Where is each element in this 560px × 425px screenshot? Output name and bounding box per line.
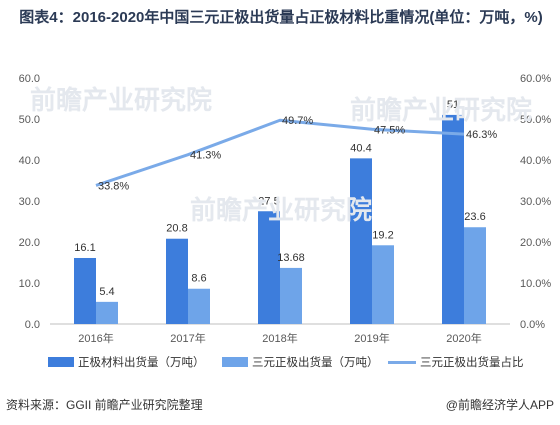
y-tick-label: 40.0 bbox=[19, 155, 40, 167]
data-label-cathode-total: 40.4 bbox=[350, 142, 371, 154]
data-label-cathode-total: 51 bbox=[447, 99, 459, 111]
y-tick-label: 50.0 bbox=[19, 114, 40, 126]
data-label-ternary-share: 46.3% bbox=[466, 129, 497, 141]
chart-legend: 正极材料出货量（万吨） 三元正极出货量（万吨） 三元正极出货量占比 bbox=[0, 354, 560, 372]
bar-cathode-total bbox=[442, 114, 464, 325]
data-label-cathode-total: 27.5 bbox=[258, 195, 279, 207]
bar-ternary bbox=[96, 301, 118, 324]
x-tick-label: 2018年 bbox=[262, 331, 297, 345]
data-label-ternary-share: 47.5% bbox=[374, 124, 405, 136]
y-tick-label: 0.0 bbox=[25, 319, 40, 331]
x-tick-label: 2016年 bbox=[78, 331, 113, 345]
bar-ternary bbox=[188, 288, 210, 324]
chart-title: 图表4：2016-2020年中国三元正极出货量占正极材料比重情况(单位：万吨，%… bbox=[19, 9, 543, 26]
y2-tick-label: 20.0% bbox=[520, 237, 551, 249]
y2-tick-label: 40.0% bbox=[520, 155, 551, 167]
source-note: 资料来源：GGII 前瞻产业研究院整理 bbox=[6, 398, 203, 412]
bar-cathode-total bbox=[350, 158, 372, 324]
y2-tick-label: 0.0% bbox=[520, 319, 545, 331]
x-tick-label: 2020年 bbox=[446, 331, 481, 345]
data-label-cathode-total: 20.8 bbox=[166, 223, 187, 235]
data-label-ternary: 8.6 bbox=[191, 273, 206, 285]
data-label-cathode-total: 16.1 bbox=[74, 242, 95, 254]
y2-tick-label: 60.0% bbox=[520, 73, 551, 85]
y-tick-label: 60.0 bbox=[19, 73, 40, 85]
data-label-ternary: 23.6 bbox=[464, 211, 485, 223]
data-label-ternary-share: 49.7% bbox=[282, 115, 313, 127]
x-tick-label: 2019年 bbox=[354, 331, 389, 345]
bar-ternary bbox=[280, 267, 302, 324]
bar-ternary bbox=[464, 227, 486, 324]
y2-tick-label: 10.0% bbox=[520, 278, 551, 290]
y2-tick-label: 30.0% bbox=[520, 196, 551, 208]
data-label-ternary: 19.2 bbox=[372, 229, 393, 241]
data-label-ternary-share: 33.8% bbox=[98, 180, 129, 192]
x-tick-label: 2017年 bbox=[170, 331, 205, 345]
bar-cathode-total bbox=[166, 238, 188, 324]
bar-ternary bbox=[372, 245, 394, 324]
y-tick-label: 20.0 bbox=[19, 237, 40, 249]
legend-swatch-ternary bbox=[222, 357, 248, 367]
legend-item-share: 三元正极出货量占比 bbox=[388, 354, 524, 370]
line-ternary-share bbox=[95, 118, 465, 187]
bar-cathode-total bbox=[74, 257, 96, 324]
legend-swatch-total bbox=[48, 357, 74, 367]
legend-item-ternary: 三元正极出货量（万吨） bbox=[222, 354, 379, 370]
y-tick-label: 10.0 bbox=[19, 278, 40, 290]
legend-label-ternary: 三元正极出货量（万吨） bbox=[252, 357, 379, 369]
data-label-ternary-share: 41.3% bbox=[190, 150, 221, 162]
y2-tick-label: 50.0% bbox=[520, 114, 551, 126]
data-label-ternary: 5.4 bbox=[99, 286, 114, 298]
y-tick-label: 30.0 bbox=[19, 196, 40, 208]
bar-cathode-total bbox=[258, 211, 280, 324]
legend-label-total: 正极材料出货量（万吨） bbox=[78, 357, 205, 369]
credit-note: @前瞻经济学人APP bbox=[445, 398, 554, 412]
legend-swatch-share bbox=[388, 360, 416, 364]
legend-item-total: 正极材料出货量（万吨） bbox=[48, 354, 205, 370]
legend-label-share: 三元正极出货量占比 bbox=[420, 357, 524, 369]
data-label-ternary: 13.68 bbox=[277, 252, 305, 264]
